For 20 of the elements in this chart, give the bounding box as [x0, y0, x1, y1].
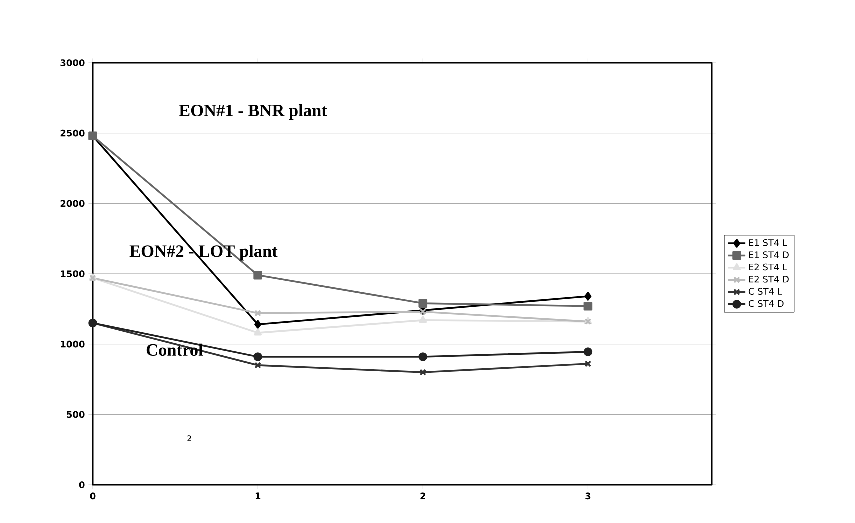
y-tick-label: 1000	[61, 340, 85, 348]
legend-label: E2 ST4 L	[749, 264, 788, 271]
legend-label: C ST4 L	[748, 288, 782, 295]
y-tick-label: 2000	[60, 200, 85, 208]
legend-label: E1 ST4 L	[749, 239, 788, 246]
legend-label: E1 ST4 D	[749, 252, 789, 258]
annotation: Control	[146, 344, 204, 356]
y-tick-label: 0	[79, 482, 85, 488]
y-tick-label: 3000	[60, 60, 85, 66]
annotation: EON#1 - BNR plant	[179, 104, 328, 120]
annotation: 2	[188, 436, 192, 442]
y-tick-label: 1500	[61, 270, 85, 278]
x-tick-label: 1	[256, 492, 261, 500]
y-tick-label: 2500	[60, 130, 85, 137]
x-tick-label: 0	[90, 492, 96, 500]
legend-label: E2 ST4 D	[749, 276, 789, 283]
x-tick-label: 2	[420, 492, 426, 500]
legend-label: C ST4 D	[748, 300, 784, 308]
y-tick-label: 500	[67, 411, 85, 418]
x-tick-label: 3	[586, 492, 591, 500]
